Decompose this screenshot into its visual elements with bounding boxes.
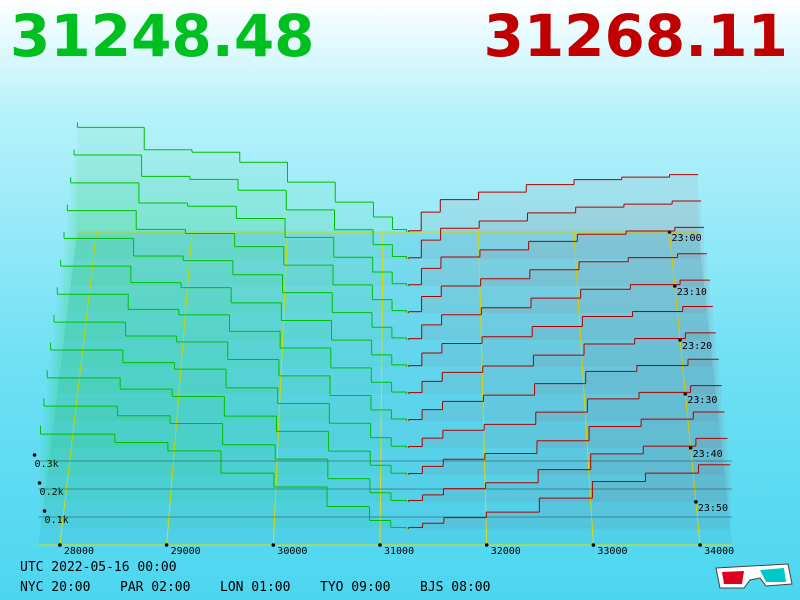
city-time: TYO 09:00 — [320, 580, 391, 595]
depth-fill — [408, 253, 707, 313]
depth-fill — [408, 412, 725, 475]
x-tick-label: 29000 — [171, 546, 201, 557]
depth-fill — [408, 438, 728, 502]
bids-snapshot — [73, 149, 408, 259]
depth-fill — [408, 385, 722, 448]
city-time: NYC 20:00 — [20, 580, 91, 595]
z-tick-label: 23:20 — [682, 341, 712, 352]
ask-price: 31268.11 — [483, 2, 788, 70]
asks-snapshot — [408, 385, 722, 448]
depth-fill — [53, 315, 407, 421]
x-tick-label: 32000 — [491, 546, 521, 557]
bid-price: 31248.48 — [10, 2, 315, 70]
tick-dot — [271, 543, 276, 547]
floor — [32, 231, 733, 547]
bids-snapshot — [50, 342, 408, 448]
depth-fill — [40, 425, 407, 529]
tick-dot — [683, 392, 688, 396]
grid-line — [166, 231, 193, 546]
asks-snapshot — [408, 306, 713, 367]
city-time: BJS 08:00 — [420, 580, 491, 595]
depth-fill — [408, 464, 731, 529]
depth-fill — [57, 287, 407, 394]
asks-snapshot — [408, 200, 702, 259]
tick-dot — [378, 543, 382, 547]
bids-snapshot — [60, 259, 408, 367]
depth-fill — [408, 359, 719, 421]
bids-snapshot — [53, 315, 408, 421]
asks-snapshot — [408, 226, 705, 286]
bids-snapshot — [63, 232, 408, 340]
bids-snapshot — [43, 398, 407, 502]
asks-snapshot — [408, 174, 699, 232]
bids-snapshot — [56, 287, 408, 394]
x-tick-label: 33000 — [597, 546, 627, 557]
tick-dot — [678, 338, 682, 342]
glasses-icon — [715, 563, 793, 589]
tick-dot — [32, 453, 37, 457]
asks-snapshot — [408, 253, 707, 313]
asks-snapshot — [408, 437, 728, 502]
depth-fill — [408, 201, 702, 259]
x-tick-label: 28000 — [64, 546, 94, 557]
depth-fill — [47, 370, 407, 475]
depth-fill — [70, 177, 407, 286]
asks-snapshot — [408, 464, 731, 529]
x-tick-label: 30000 — [277, 546, 307, 557]
asks-snapshot — [408, 279, 710, 340]
bids-snapshot — [40, 425, 407, 529]
y-tick-label: 0.1k — [45, 515, 69, 526]
depth-fill — [77, 122, 407, 232]
z-tick-label: 23:50 — [698, 503, 728, 514]
tick-dot — [484, 543, 489, 547]
z-tick-label: 23:10 — [677, 287, 707, 298]
depth-fill — [408, 280, 710, 340]
depth-fill — [50, 342, 407, 448]
tick-dot — [42, 509, 47, 513]
tick-dot — [591, 543, 596, 547]
asks-snapshot — [408, 411, 725, 475]
grid-line — [478, 231, 488, 546]
floor-plane — [38, 232, 733, 545]
tick-dot — [58, 543, 62, 547]
bids-snapshot — [46, 370, 408, 475]
asks-snapshot — [408, 332, 716, 394]
depth-fill — [74, 149, 407, 259]
tick-dot — [688, 446, 693, 450]
z-tick-label: 23:30 — [687, 395, 717, 406]
city-time: PAR 02:00 — [120, 580, 191, 595]
tick-dot — [694, 500, 698, 504]
utc-time: UTC 2022-05-16 00:00 — [20, 560, 177, 575]
depth-fill — [408, 227, 705, 286]
asks-snapshot — [408, 358, 719, 421]
bids-snapshot — [66, 204, 408, 313]
depth-fill — [64, 232, 407, 340]
z-tick-label: 23:00 — [672, 233, 702, 244]
depth-fill — [408, 174, 699, 232]
y-tick-label: 0.3k — [35, 459, 59, 470]
tick-dot — [164, 543, 169, 547]
depth-fill — [408, 332, 716, 394]
grid-line — [272, 231, 288, 546]
grid-line — [573, 231, 594, 546]
x-tick-label: 31000 — [384, 546, 414, 557]
depth-fill — [408, 306, 713, 367]
tick-dot — [37, 481, 42, 485]
bids-snapshot — [70, 177, 408, 286]
x-tick-label: 34000 — [704, 546, 734, 557]
depth-fill — [67, 204, 407, 313]
city-time: LON 01:00 — [220, 580, 291, 595]
tick-dot — [698, 543, 702, 547]
depth-fill — [60, 259, 407, 367]
depth-fill — [43, 398, 407, 502]
y-tick-label: 0.2k — [40, 487, 64, 498]
grid-line — [59, 231, 97, 546]
z-tick-label: 23:40 — [693, 449, 723, 460]
bids-snapshot — [76, 122, 408, 232]
